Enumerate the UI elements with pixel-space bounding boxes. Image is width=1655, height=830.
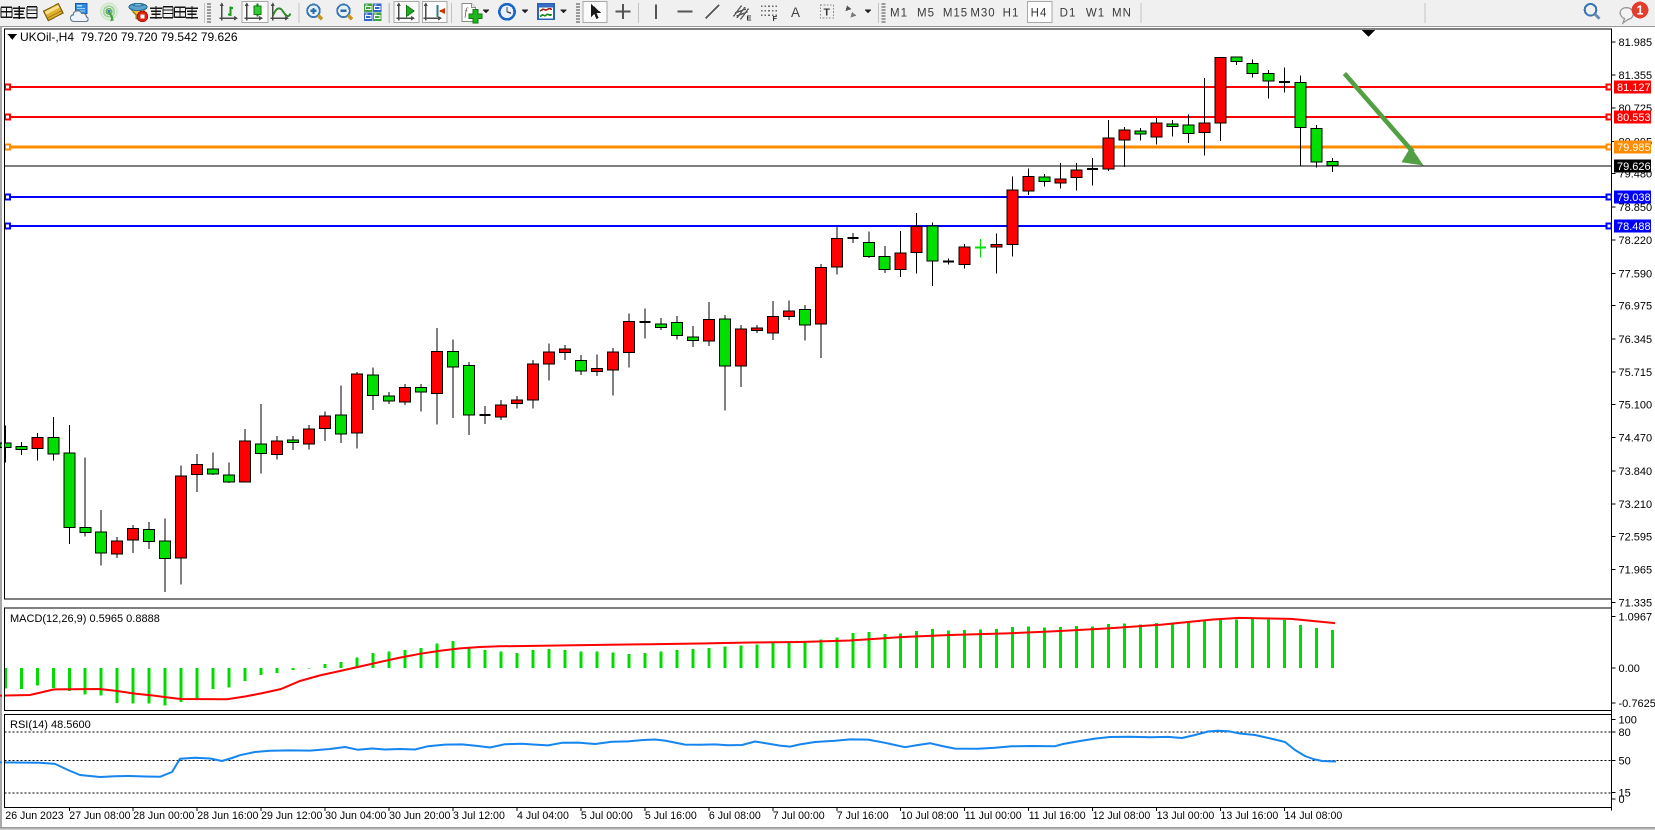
svg-text:75.715: 75.715 bbox=[1619, 367, 1653, 379]
svg-text:28 Jun 00:00: 28 Jun 00:00 bbox=[133, 810, 194, 822]
svg-text:4 Jul 04:00: 4 Jul 04:00 bbox=[517, 810, 569, 822]
svg-text:77.590: 77.590 bbox=[1619, 268, 1653, 280]
svg-text:79.626: 79.626 bbox=[1617, 161, 1651, 173]
svg-text:78.220: 78.220 bbox=[1619, 235, 1653, 247]
svg-text:11 Jul 16:00: 11 Jul 16:00 bbox=[1029, 810, 1086, 822]
svg-text:5 Jul 00:00: 5 Jul 00:00 bbox=[581, 810, 633, 822]
svg-text:T: T bbox=[824, 7, 831, 19]
svg-text:12 Jul 08:00: 12 Jul 08:00 bbox=[1093, 810, 1151, 822]
svg-text:0: 0 bbox=[1619, 794, 1625, 806]
svg-text:-0.7625: -0.7625 bbox=[1619, 698, 1655, 710]
svg-text:15: 15 bbox=[1619, 788, 1631, 800]
svg-text:M1: M1 bbox=[890, 8, 908, 20]
svg-text:f: f bbox=[465, 7, 469, 18]
svg-text:81.127: 81.127 bbox=[1617, 82, 1651, 94]
svg-text:F: F bbox=[773, 14, 778, 23]
svg-text:80: 80 bbox=[1619, 727, 1631, 739]
svg-text:E: E bbox=[747, 14, 752, 23]
svg-text:100: 100 bbox=[1619, 714, 1637, 726]
svg-text:79.038: 79.038 bbox=[1617, 192, 1651, 204]
svg-text:UKOil-,H4 79.720 79.720 79.54: UKOil-,H4 79.720 79.720 79.542 79.626 bbox=[20, 30, 238, 44]
svg-text:50: 50 bbox=[1619, 756, 1631, 768]
svg-text:M30: M30 bbox=[970, 8, 995, 20]
svg-text:11 Jul 00:00: 11 Jul 00:00 bbox=[965, 810, 1022, 822]
svg-text:78.850: 78.850 bbox=[1619, 202, 1653, 214]
svg-text:H4: H4 bbox=[1031, 8, 1048, 20]
svg-text:1: 1 bbox=[1637, 4, 1644, 18]
svg-text:M5: M5 bbox=[917, 8, 935, 20]
svg-text:71.335: 71.335 bbox=[1619, 598, 1653, 610]
svg-text:28 Jun 16:00: 28 Jun 16:00 bbox=[197, 810, 258, 822]
svg-text:78.488: 78.488 bbox=[1617, 221, 1651, 233]
svg-text:29 Jun 12:00: 29 Jun 12:00 bbox=[261, 810, 322, 822]
svg-text:81.355: 81.355 bbox=[1619, 70, 1653, 82]
svg-text:M15: M15 bbox=[943, 8, 968, 20]
svg-text:76.975: 76.975 bbox=[1619, 301, 1653, 313]
svg-text:6 Jul 08:00: 6 Jul 08:00 bbox=[709, 810, 761, 822]
svg-text:74.470: 74.470 bbox=[1619, 433, 1653, 445]
svg-text:27 Jun 08:00: 27 Jun 08:00 bbox=[69, 810, 130, 822]
svg-text:14 Jul 08:00: 14 Jul 08:00 bbox=[1285, 810, 1343, 822]
svg-text:0.00: 0.00 bbox=[1619, 663, 1640, 675]
svg-text:26 Jun 2023: 26 Jun 2023 bbox=[5, 810, 63, 822]
svg-text:H1: H1 bbox=[1003, 8, 1020, 20]
svg-text:81.985: 81.985 bbox=[1619, 37, 1653, 49]
svg-text:MN: MN bbox=[1112, 8, 1132, 20]
svg-text:13 Jul 16:00: 13 Jul 16:00 bbox=[1221, 810, 1279, 822]
svg-text:80.553: 80.553 bbox=[1617, 112, 1651, 124]
svg-text:71.965: 71.965 bbox=[1619, 565, 1653, 577]
svg-text:79.985: 79.985 bbox=[1617, 142, 1651, 154]
svg-text:RSI(14) 48.5600: RSI(14) 48.5600 bbox=[10, 719, 91, 731]
svg-text:7 Jul 16:00: 7 Jul 16:00 bbox=[837, 810, 889, 822]
svg-text:MACD(12,26,9) 0.5965 0.8888: MACD(12,26,9) 0.5965 0.8888 bbox=[10, 613, 160, 625]
svg-text:7 Jul 00:00: 7 Jul 00:00 bbox=[773, 810, 825, 822]
svg-text:5 Jul 16:00: 5 Jul 16:00 bbox=[645, 810, 697, 822]
svg-text:1.0967: 1.0967 bbox=[1619, 611, 1653, 623]
svg-text:73.840: 73.840 bbox=[1619, 466, 1653, 478]
svg-text:73.210: 73.210 bbox=[1619, 499, 1653, 511]
svg-text:10 Jul 08:00: 10 Jul 08:00 bbox=[901, 810, 959, 822]
svg-text:72.595: 72.595 bbox=[1619, 531, 1653, 543]
svg-text:30 Jun 20:00: 30 Jun 20:00 bbox=[389, 810, 450, 822]
svg-text:W1: W1 bbox=[1086, 8, 1105, 20]
svg-text:30 Jun 04:00: 30 Jun 04:00 bbox=[325, 810, 386, 822]
svg-text:75.100: 75.100 bbox=[1619, 399, 1653, 411]
svg-text:D1: D1 bbox=[1060, 8, 1077, 20]
svg-text:A: A bbox=[791, 5, 800, 20]
svg-text:13 Jul 00:00: 13 Jul 00:00 bbox=[1157, 810, 1215, 822]
svg-text:3 Jul 12:00: 3 Jul 12:00 bbox=[453, 810, 505, 822]
svg-text:76.345: 76.345 bbox=[1619, 334, 1653, 346]
